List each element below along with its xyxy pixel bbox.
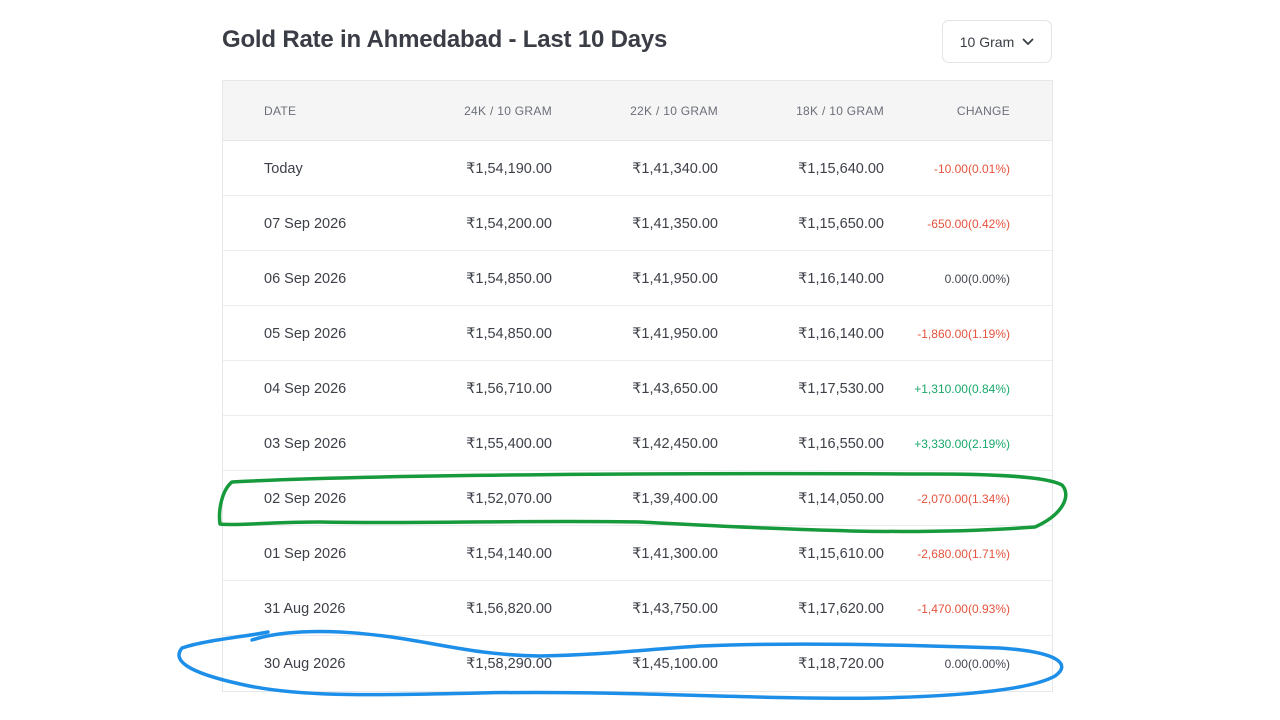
table-row: 30 Aug 2026 ₹1,58,290.00 ₹1,45,100.00 ₹1,18…: [223, 636, 1052, 691]
table-row: 04 Sep 2026 ₹1,56,710.00 ₹1,43,650.00 ₹1,17…: [223, 361, 1052, 416]
page-title: Gold Rate in Ahmedabad - Last 10 Days: [222, 26, 668, 53]
cell-change: +1,310.00(0.84%): [914, 382, 1010, 396]
cell-change: 0.00(0.00%): [944, 657, 1010, 671]
cell-date: 05 Sep 2026: [264, 326, 347, 342]
unit-select-value: 10 Gram: [959, 33, 1015, 50]
cell-22k-price: ₹1,41,350.00: [632, 216, 718, 232]
cell-change: -1,860.00(1.19%): [917, 327, 1010, 341]
cell-18k-price: ₹1,17,530.00: [798, 381, 884, 397]
cell-24k-price: ₹1,54,850.00: [466, 326, 552, 342]
cell-24k-price: ₹1,56,820.00: [466, 601, 552, 617]
cell-18k-price: ₹1,16,550.00: [798, 436, 884, 452]
cell-date: 04 Sep 2026: [264, 381, 347, 397]
cell-22k-price: ₹1,45,100.00: [632, 656, 718, 672]
cell-24k-price: ₹1,54,200.00: [466, 216, 552, 232]
column-header-date: DATE: [264, 104, 297, 118]
cell-24k-price: ₹1,54,190.00: [466, 161, 552, 177]
cell-18k-price: ₹1,14,050.00: [798, 491, 884, 507]
cell-22k-price: ₹1,41,950.00: [632, 326, 718, 342]
table-row: 05 Sep 2026 ₹1,54,850.00 ₹1,41,950.00 ₹1,16…: [223, 306, 1052, 361]
cell-date: 02 Sep 2026: [264, 491, 347, 507]
column-header-18k: 18K / 10 GRAM: [796, 104, 884, 118]
cell-24k-price: ₹1,54,140.00: [466, 546, 552, 562]
table-row: 02 Sep 2026 ₹1,52,070.00 ₹1,39,400.00 ₹1,14…: [223, 471, 1052, 526]
table-row: 07 Sep 2026 ₹1,54,200.00 ₹1,41,350.00 ₹1,15…: [223, 196, 1052, 251]
cell-24k-price: ₹1,52,070.00: [466, 491, 552, 507]
cell-date: 31 Aug 2026: [264, 601, 346, 617]
cell-change: -10.00(0.01%): [933, 162, 1010, 176]
cell-18k-price: ₹1,15,640.00: [798, 161, 884, 177]
cell-date: Today: [264, 161, 303, 177]
cell-change: -2,680.00(1.71%): [917, 547, 1010, 561]
cell-date: 01 Sep 2026: [264, 546, 347, 562]
cell-22k-price: ₹1,41,950.00: [632, 271, 718, 287]
cell-18k-price: ₹1,16,140.00: [798, 326, 884, 342]
table-row: 01 Sep 2026 ₹1,54,140.00 ₹1,41,300.00 ₹1,15…: [223, 526, 1052, 581]
cell-18k-price: ₹1,15,610.00: [798, 546, 884, 562]
cell-24k-price: ₹1,54,850.00: [466, 271, 552, 287]
cell-22k-price: ₹1,41,300.00: [632, 546, 718, 562]
cell-change: -2,070.00(1.34%): [917, 492, 1010, 506]
column-header-22k: 22K / 10 GRAM: [630, 104, 718, 118]
cell-24k-price: ₹1,56,710.00: [466, 381, 552, 397]
cell-22k-price: ₹1,39,400.00: [632, 491, 718, 507]
table-body: Today ₹1,54,190.00 ₹1,41,340.00 ₹1,15,640.0…: [223, 141, 1052, 691]
cell-24k-price: ₹1,55,400.00: [466, 436, 552, 452]
gold-rate-table: DATE 24K / 10 GRAM 22K / 10 GRAM 18K / 1…: [222, 80, 1053, 692]
cell-change: -1,470.00(0.93%): [917, 602, 1010, 616]
cell-18k-price: ₹1,16,140.00: [798, 271, 884, 287]
cell-22k-price: ₹1,43,750.00: [632, 601, 718, 617]
table-row: Today ₹1,54,190.00 ₹1,41,340.00 ₹1,15,640.0…: [223, 141, 1052, 196]
cell-date: 07 Sep 2026: [264, 216, 347, 232]
unit-select[interactable]: 10 Gram: [942, 20, 1052, 63]
chevron-down-icon: [1022, 38, 1034, 46]
cell-18k-price: ₹1,18,720.00: [798, 656, 884, 672]
cell-22k-price: ₹1,43,650.00: [632, 381, 718, 397]
cell-24k-price: ₹1,58,290.00: [466, 656, 552, 672]
column-header-change: CHANGE: [956, 104, 1010, 118]
cell-date: 06 Sep 2026: [264, 271, 347, 287]
cell-18k-price: ₹1,17,620.00: [798, 601, 884, 617]
cell-change: +3,330.00(2.19%): [914, 437, 1010, 451]
cell-change: 0.00(0.00%): [944, 272, 1010, 286]
cell-18k-price: ₹1,15,650.00: [798, 216, 884, 232]
cell-22k-price: ₹1,42,450.00: [632, 436, 718, 452]
cell-date: 03 Sep 2026: [264, 436, 347, 452]
column-header-24k: 24K / 10 GRAM: [464, 104, 552, 118]
cell-22k-price: ₹1,41,340.00: [632, 161, 718, 177]
table-header: DATE 24K / 10 GRAM 22K / 10 GRAM 18K / 1…: [223, 81, 1052, 141]
cell-date: 30 Aug 2026: [264, 656, 346, 672]
table-row: 06 Sep 2026 ₹1,54,850.00 ₹1,41,950.00 ₹1,16…: [223, 251, 1052, 306]
table-row: 31 Aug 2026 ₹1,56,820.00 ₹1,43,750.00 ₹1,17…: [223, 581, 1052, 636]
cell-change: -650.00(0.42%): [927, 217, 1010, 231]
table-row: 03 Sep 2026 ₹1,55,400.00 ₹1,42,450.00 ₹1,16…: [223, 416, 1052, 471]
